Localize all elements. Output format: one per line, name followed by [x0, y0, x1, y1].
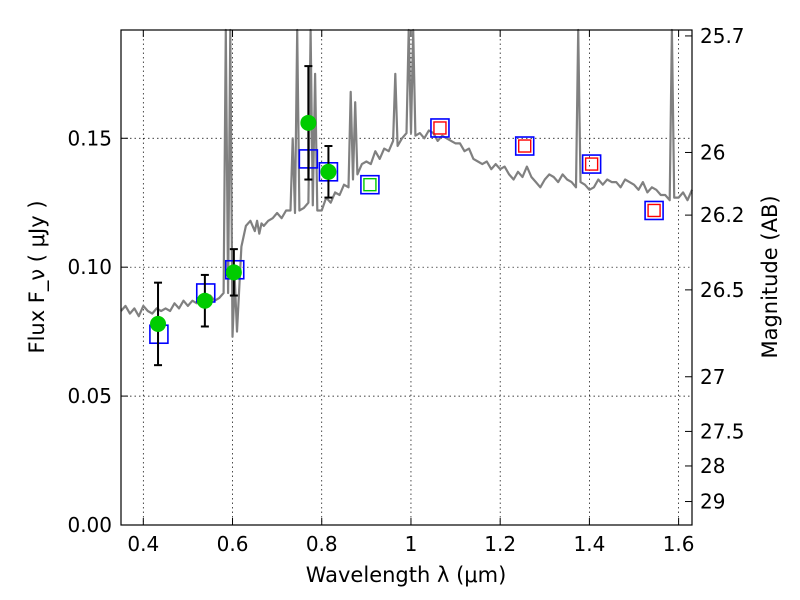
y2-tick-label: 27: [700, 365, 725, 389]
blue-square-marker: [514, 136, 535, 156]
green-circle-marker: [225, 264, 242, 281]
green-circle-marker: [150, 315, 167, 332]
green-circle-marker: [320, 163, 337, 180]
y-axis-ticks: 0.00 0.05 0.10 0.15: [67, 126, 128, 537]
y2-tick-label: 26.2: [700, 203, 745, 227]
green-circle-marker: [196, 292, 213, 309]
y2-axis-label: Magnitude (AB): [758, 195, 782, 358]
red-square-marker: [584, 157, 599, 171]
y2-axis-ticks: 25.7 26 26.2 26.5 27 27.5 28 29: [685, 24, 745, 514]
y-tick-label: 0.00: [67, 513, 112, 537]
x-axis-ticks: 0.4 0.6 0.8 1 1.2 1.4 1.6: [127, 30, 695, 556]
y2-tick-label: 26: [700, 140, 725, 164]
x-tick-label: 0.8: [306, 532, 338, 556]
y-tick-label: 0.15: [67, 126, 112, 150]
red-square-marker: [647, 203, 661, 218]
blue-square-marker: [360, 174, 380, 195]
y2-tick-label: 26.5: [700, 278, 745, 302]
blue-square-marker: [581, 154, 602, 174]
y2-tick-label: 27.5: [700, 419, 745, 443]
green-square-marker: [363, 177, 377, 192]
plot-frame: [120, 29, 693, 526]
y-tick-label: 0.05: [67, 384, 112, 408]
x-tick-label: 0.4: [127, 532, 159, 556]
x-tick-label: 1: [405, 532, 418, 556]
y-tick-label: 0.10: [67, 255, 112, 279]
x-axis-label: Wavelength λ (μm): [306, 563, 507, 587]
x-tick-label: 1.4: [573, 532, 605, 556]
x-tick-label: 1.2: [484, 532, 516, 556]
marker-layer: [149, 65, 664, 367]
x-tick-label: 1.6: [663, 532, 695, 556]
red-square-marker: [433, 121, 447, 135]
y2-tick-label: 29: [700, 490, 725, 514]
y-axis-label: Flux F_ν ( μJy ): [25, 200, 50, 353]
green-circle-marker: [300, 114, 317, 131]
y2-tick-label: 25.7: [700, 24, 745, 48]
y2-tick-label: 28: [700, 454, 725, 478]
x-tick-label: 0.6: [217, 532, 249, 556]
blue-square-marker: [644, 200, 664, 221]
blue-square-marker: [430, 118, 450, 138]
red-square-marker: [518, 139, 532, 153]
